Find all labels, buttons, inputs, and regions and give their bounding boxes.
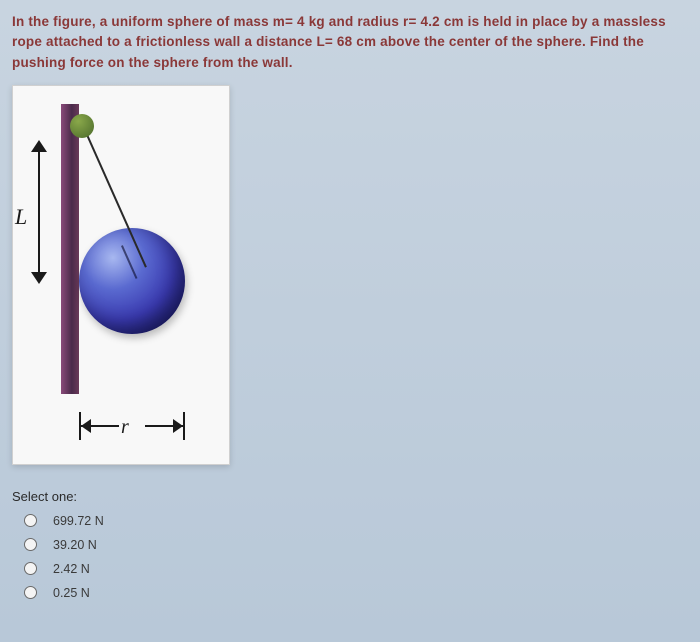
select-one-label: Select one: <box>12 489 688 504</box>
option-radio-a[interactable] <box>24 514 37 527</box>
sphere <box>79 228 185 334</box>
label-L: L <box>15 204 27 230</box>
option-label: 699.72 N <box>53 514 104 528</box>
label-r: r <box>121 416 129 439</box>
option-radio-b[interactable] <box>24 538 37 551</box>
option-label: 2.42 N <box>53 562 90 576</box>
option-label: 39.20 N <box>53 538 97 552</box>
option-row[interactable]: 2.42 N <box>24 562 688 576</box>
radius-r-indicator <box>79 412 185 442</box>
wall <box>61 104 79 394</box>
option-row[interactable]: 39.20 N <box>24 538 688 552</box>
option-row[interactable]: 699.72 N <box>24 514 688 528</box>
option-radio-d[interactable] <box>24 586 37 599</box>
option-radio-c[interactable] <box>24 562 37 575</box>
physics-figure: L r <box>12 85 230 465</box>
question-text: In the figure, a uniform sphere of mass … <box>12 12 688 73</box>
option-row[interactable]: 0.25 N <box>24 586 688 600</box>
distance-L-indicator <box>29 142 47 282</box>
rope-attachment-point <box>70 114 94 138</box>
option-label: 0.25 N <box>53 586 90 600</box>
question-panel: In the figure, a uniform sphere of mass … <box>0 0 700 642</box>
answer-options: 699.72 N 39.20 N 2.42 N 0.25 N <box>24 514 688 600</box>
